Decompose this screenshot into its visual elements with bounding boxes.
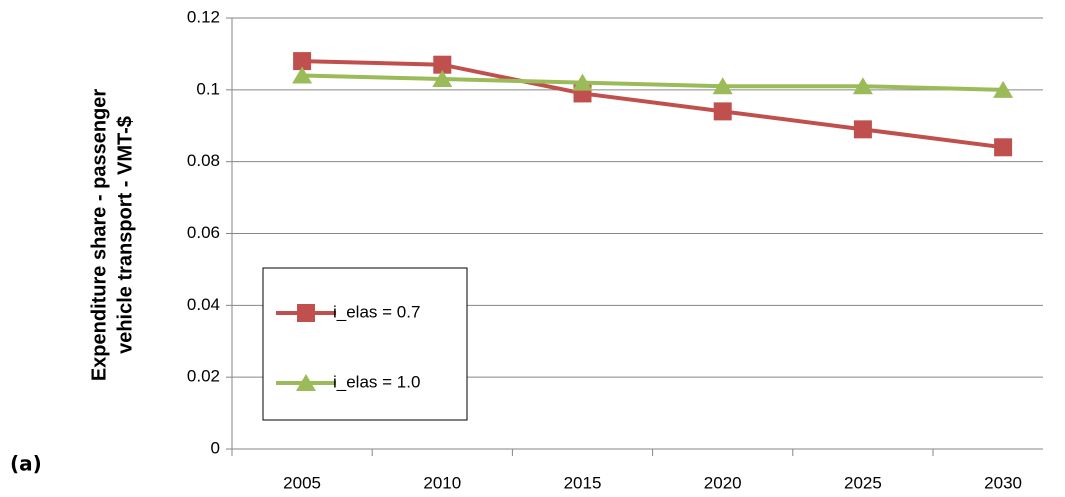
marker [293,52,312,71]
y-tick-label: 0.02 [187,367,220,386]
marker [852,77,873,95]
x-tick-label: 2030 [984,473,1022,492]
legend-marker [297,304,315,322]
legend [262,267,468,421]
legend-label: i_elas = 0.7 [333,302,420,321]
marker [433,55,452,74]
marker [993,80,1014,98]
line [302,73,1004,92]
x-tick-label: 2020 [704,473,742,492]
x-tick-label: 2010 [423,473,461,492]
marker [572,73,593,91]
y-tick-label: 0.08 [187,151,220,170]
x-tick-label: 2025 [844,473,882,492]
x-tick-label: 2015 [564,473,602,492]
marker [292,66,313,84]
y-axis-label: vehicle transport - VMT-$ [114,116,136,354]
marker [853,120,872,139]
marker [432,70,453,88]
legend-label: i_elas = 1.0 [333,372,420,391]
y-axis-label: Expenditure share - passenger [88,89,110,382]
marker [994,138,1013,157]
marker [713,102,732,121]
y-tick-label: 0.1 [196,79,220,98]
annotation: (a) [10,452,42,476]
marker [712,77,733,95]
y-tick-label: 0.04 [187,295,220,314]
line [302,59,1004,150]
y-tick-label: 0.06 [187,223,220,242]
y-tick-label: 0.12 [187,7,220,26]
legend-marker [296,374,316,391]
x-tick-label: 2005 [283,473,321,492]
y-tick-label: 0 [211,438,220,457]
